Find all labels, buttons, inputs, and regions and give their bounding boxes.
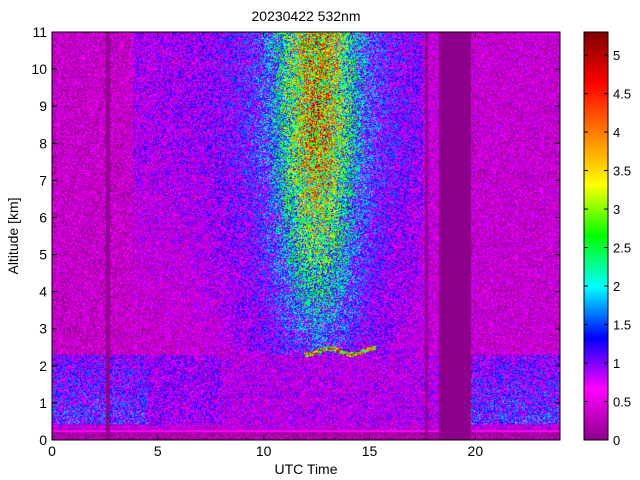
x-tick-label: 0: [48, 443, 56, 459]
colorbar-tick-label: 2.5: [613, 241, 631, 256]
x-tick-label: 15: [362, 443, 378, 459]
heatmap-image: [52, 32, 560, 440]
colorbar-tick-label: 1.5: [613, 318, 631, 333]
y-tick-label: 4: [39, 284, 47, 300]
y-tick-label: 2: [39, 358, 47, 374]
colorbar-tick-label: 5: [613, 48, 620, 63]
y-tick-label: 9: [39, 98, 47, 114]
y-tick-label: 11: [32, 24, 47, 40]
y-tick-label: 0: [39, 432, 47, 448]
colorbar-tick-label: 3.5: [613, 164, 631, 179]
colorbar-tick-label: 1: [613, 356, 620, 371]
colorbar: 0 0.5 1 1.5 2 2.5 3 3.5 4 4.5 5: [584, 32, 631, 448]
colorbar-tick-label: 4.5: [613, 87, 631, 102]
y-tick-label: 7: [39, 172, 47, 188]
x-axis-label: UTC Time: [275, 461, 338, 477]
x-tick-label: 20: [468, 443, 484, 459]
plot-area: [52, 32, 560, 440]
colorbar-tick-label: 4: [613, 125, 620, 140]
y-axis-label: Altitude [km]: [5, 197, 21, 274]
colorbar-tick-label: 2: [613, 279, 620, 294]
y-tick-label: 1: [39, 395, 47, 411]
y-tick-label: 3: [39, 321, 47, 337]
colorbar-tick-label: 0.5: [613, 395, 631, 410]
x-tick-label: 5: [154, 443, 162, 459]
y-tick-label: 8: [39, 135, 47, 151]
y-tick-label: 6: [39, 209, 47, 225]
x-tick-label: 10: [256, 443, 272, 459]
colorbar-tick-label: 3: [613, 202, 620, 217]
chart-title: 20230422 532nm: [252, 8, 361, 24]
y-tick-label: 10: [31, 61, 47, 77]
colorbar-tick-label: 0: [613, 433, 620, 448]
y-tick-label: 5: [39, 247, 47, 263]
